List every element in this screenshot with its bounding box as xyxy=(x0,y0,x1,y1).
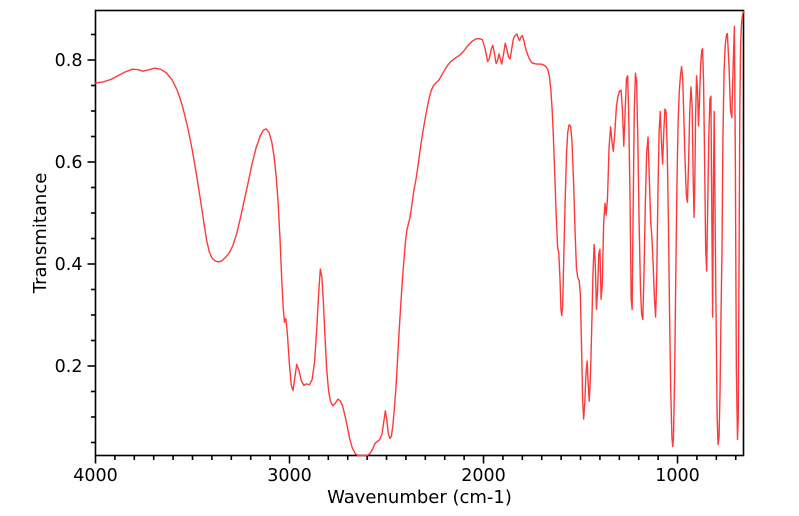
spectrum-line xyxy=(94,10,745,457)
x-tick-label: 4000 xyxy=(73,466,118,486)
x-axis-tick-labels: 4000 3000 2000 1000 xyxy=(73,466,700,486)
y-tick-label: 0.2 xyxy=(55,357,83,377)
plot-border xyxy=(94,9,745,457)
x-axis-major-ticks xyxy=(94,455,679,464)
y-tick-label: 0.8 xyxy=(55,51,83,71)
y-tick-label: 0.6 xyxy=(55,153,83,173)
x-axis-minor-ticks xyxy=(114,455,737,460)
x-axis-label: Wavenumber (cm-1) xyxy=(327,487,512,508)
y-tick-label: 0.4 xyxy=(55,255,83,275)
x-tick-label: 3000 xyxy=(267,466,312,486)
x-tick-label: 2000 xyxy=(461,466,506,486)
y-axis-major-ticks xyxy=(87,59,96,367)
y-axis-minor-ticks xyxy=(91,33,96,444)
y-axis-label: Transmitance xyxy=(30,173,51,295)
y-axis-tick-labels: 0.2 0.4 0.6 0.8 xyxy=(55,51,83,377)
x-tick-label: 1000 xyxy=(655,466,700,486)
